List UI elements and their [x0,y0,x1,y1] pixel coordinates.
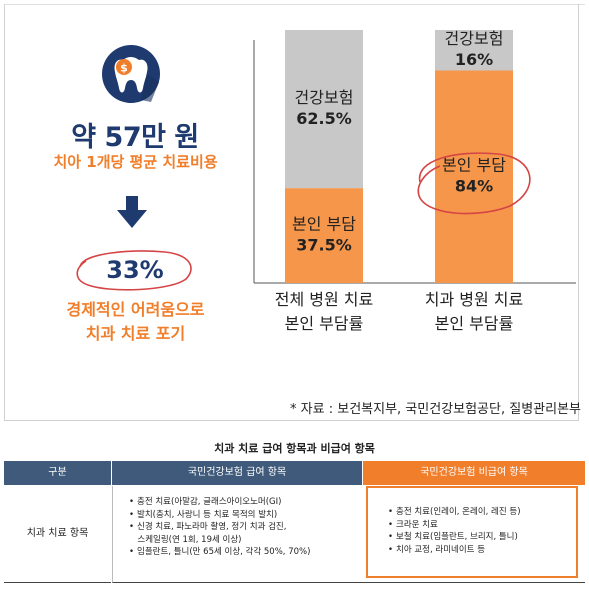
burden-rate-chart: 건강보험 62.5% 본인 부담 37.5% 건강보험 16% 본인 부담 84% 전체 병원 … [253,29,576,333]
table-header-covered: 국민건강보험 급여 항목 [112,461,362,485]
covered-item: • 임플란트, 틀니(만 65세 이상, 각각 50%, 70%) [129,546,310,559]
bullet-icon: • [388,519,394,530]
bar-label-name: 건강보험 [295,88,354,107]
covered-items-list: • 충전 치료(아말감, 글래스아이오노머(GI) • 발치(충치, 사랑니 등 치료… [129,496,310,559]
not-covered-highlight-box: • 충전 치료(인레이, 온레이, 레진 등) • 크라운 치료 • 보철 치료(임플란트… [366,486,578,578]
covered-item: 스케일링(연 1회, 19세 이상) [129,534,310,547]
covered-text: 스케일링(연 1회, 19세 이상) [137,534,242,545]
not_covered-item: • 보철 치료(임플란트, 브리지, 틀니) [388,531,521,544]
category-label: 본인 부담률 [285,314,364,333]
not_covered-text: 치아 교정, 라미네이트 등 [396,544,486,555]
frame-bottom-line [4,420,579,421]
bar-label-value: 62.5% [296,109,352,128]
give-up-percent: 33% [106,256,164,284]
not_covered-item: • 치아 교정, 라미네이트 등 [388,544,521,557]
bar-label-value: 16% [455,50,493,69]
table-row-label: 치과 치료 항목 [4,486,111,583]
bullet-icon [129,535,134,545]
frame-left-line [4,4,5,420]
category-label: 전체 병원 치료 [275,290,374,309]
bar-label-name: 본인 부담 [442,156,506,175]
frame-top-line [4,4,585,5]
bar-label-value: 37.5% [296,236,352,255]
covered-item: • 발치(충치, 사랑니 등 치료 목적의 발치) [129,509,310,522]
bullet-icon: • [129,509,135,520]
give-up-line-1: 경제적인 어려움으로 [66,300,205,319]
down-arrow-icon [117,196,147,228]
bar-segment [285,188,363,283]
covered-items-cell: • 충전 치료(아말감, 글래스아이오노머(GI) • 발치(충치, 사랑니 등 치료… [112,486,363,583]
not_covered-item: • 크라운 치료 [388,519,521,532]
covered-item: • 신경 치료, 파노라마 촬영, 정기 치과 검진, [129,521,310,534]
svg-text:$: $ [120,62,128,75]
not_covered-text: 보철 치료(임플란트, 브리지, 틀니) [396,532,518,542]
bar-segment [285,30,363,189]
category-label: 치과 병원 치료 [425,290,524,309]
not-covered-items-cell [363,486,585,583]
average-cost-headline: 약 57만 원 [71,122,199,153]
not-covered-items-list: • 충전 치료(인레이, 온레이, 레진 등) • 크라운 치료 • 보철 치료(임플란트… [388,506,521,556]
highlight-circle-84 [417,152,531,215]
bar-label-name: 본인 부담 [292,215,356,234]
covered-item: • 충전 치료(아말감, 글래스아이오노머(GI) [129,496,310,509]
bullet-icon: • [388,532,394,542]
bullet-icon: • [129,497,135,507]
bar-label-name: 건강보험 [445,29,504,48]
average-cost-subline: 치아 1개당 평균 치료비용 [53,153,218,171]
bar-label-value: 84% [455,177,493,196]
table-title: 치과 치료 급여 항목과 비급여 항목 [214,442,375,455]
covered-text: 발치(충치, 사랑니 등 치료 목적의 발치) [137,509,278,520]
bullet-icon: • [388,507,394,517]
bullet-icon: • [129,547,135,557]
bar-segment [435,30,513,71]
frame-right-line [578,4,579,420]
covered-text: 임플란트, 틀니(만 65세 이상, 각각 50%, 70%) [137,547,311,557]
covered-text: 신경 치료, 파노라마 촬영, 정기 치과 검진, [137,522,287,532]
table-header-category: 구분 [4,461,111,485]
highlight-circle [76,250,192,291]
bullet-icon: • [388,544,394,555]
not_covered-text: 크라운 치료 [396,519,438,530]
bar-segment [435,70,513,283]
tooth-coin-icon: $ [102,45,160,103]
not_covered-text: 충전 치료(인레이, 온레이, 레진 등) [396,507,521,517]
covered-text: 충전 치료(아말감, 글래스아이오노머(GI) [137,497,282,507]
bullet-icon: • [129,522,135,532]
source-note: * 자료 : 보건복지부, 국민건강보험공단, 질병관리본부 [290,402,581,417]
table-header-not-covered: 국민건강보험 비급여 항목 [363,461,585,485]
not_covered-item: • 충전 치료(인레이, 온레이, 레진 등) [388,506,521,519]
category-label: 본인 부담률 [435,314,514,333]
give-up-line-2: 치과 치료 포기 [85,324,186,343]
